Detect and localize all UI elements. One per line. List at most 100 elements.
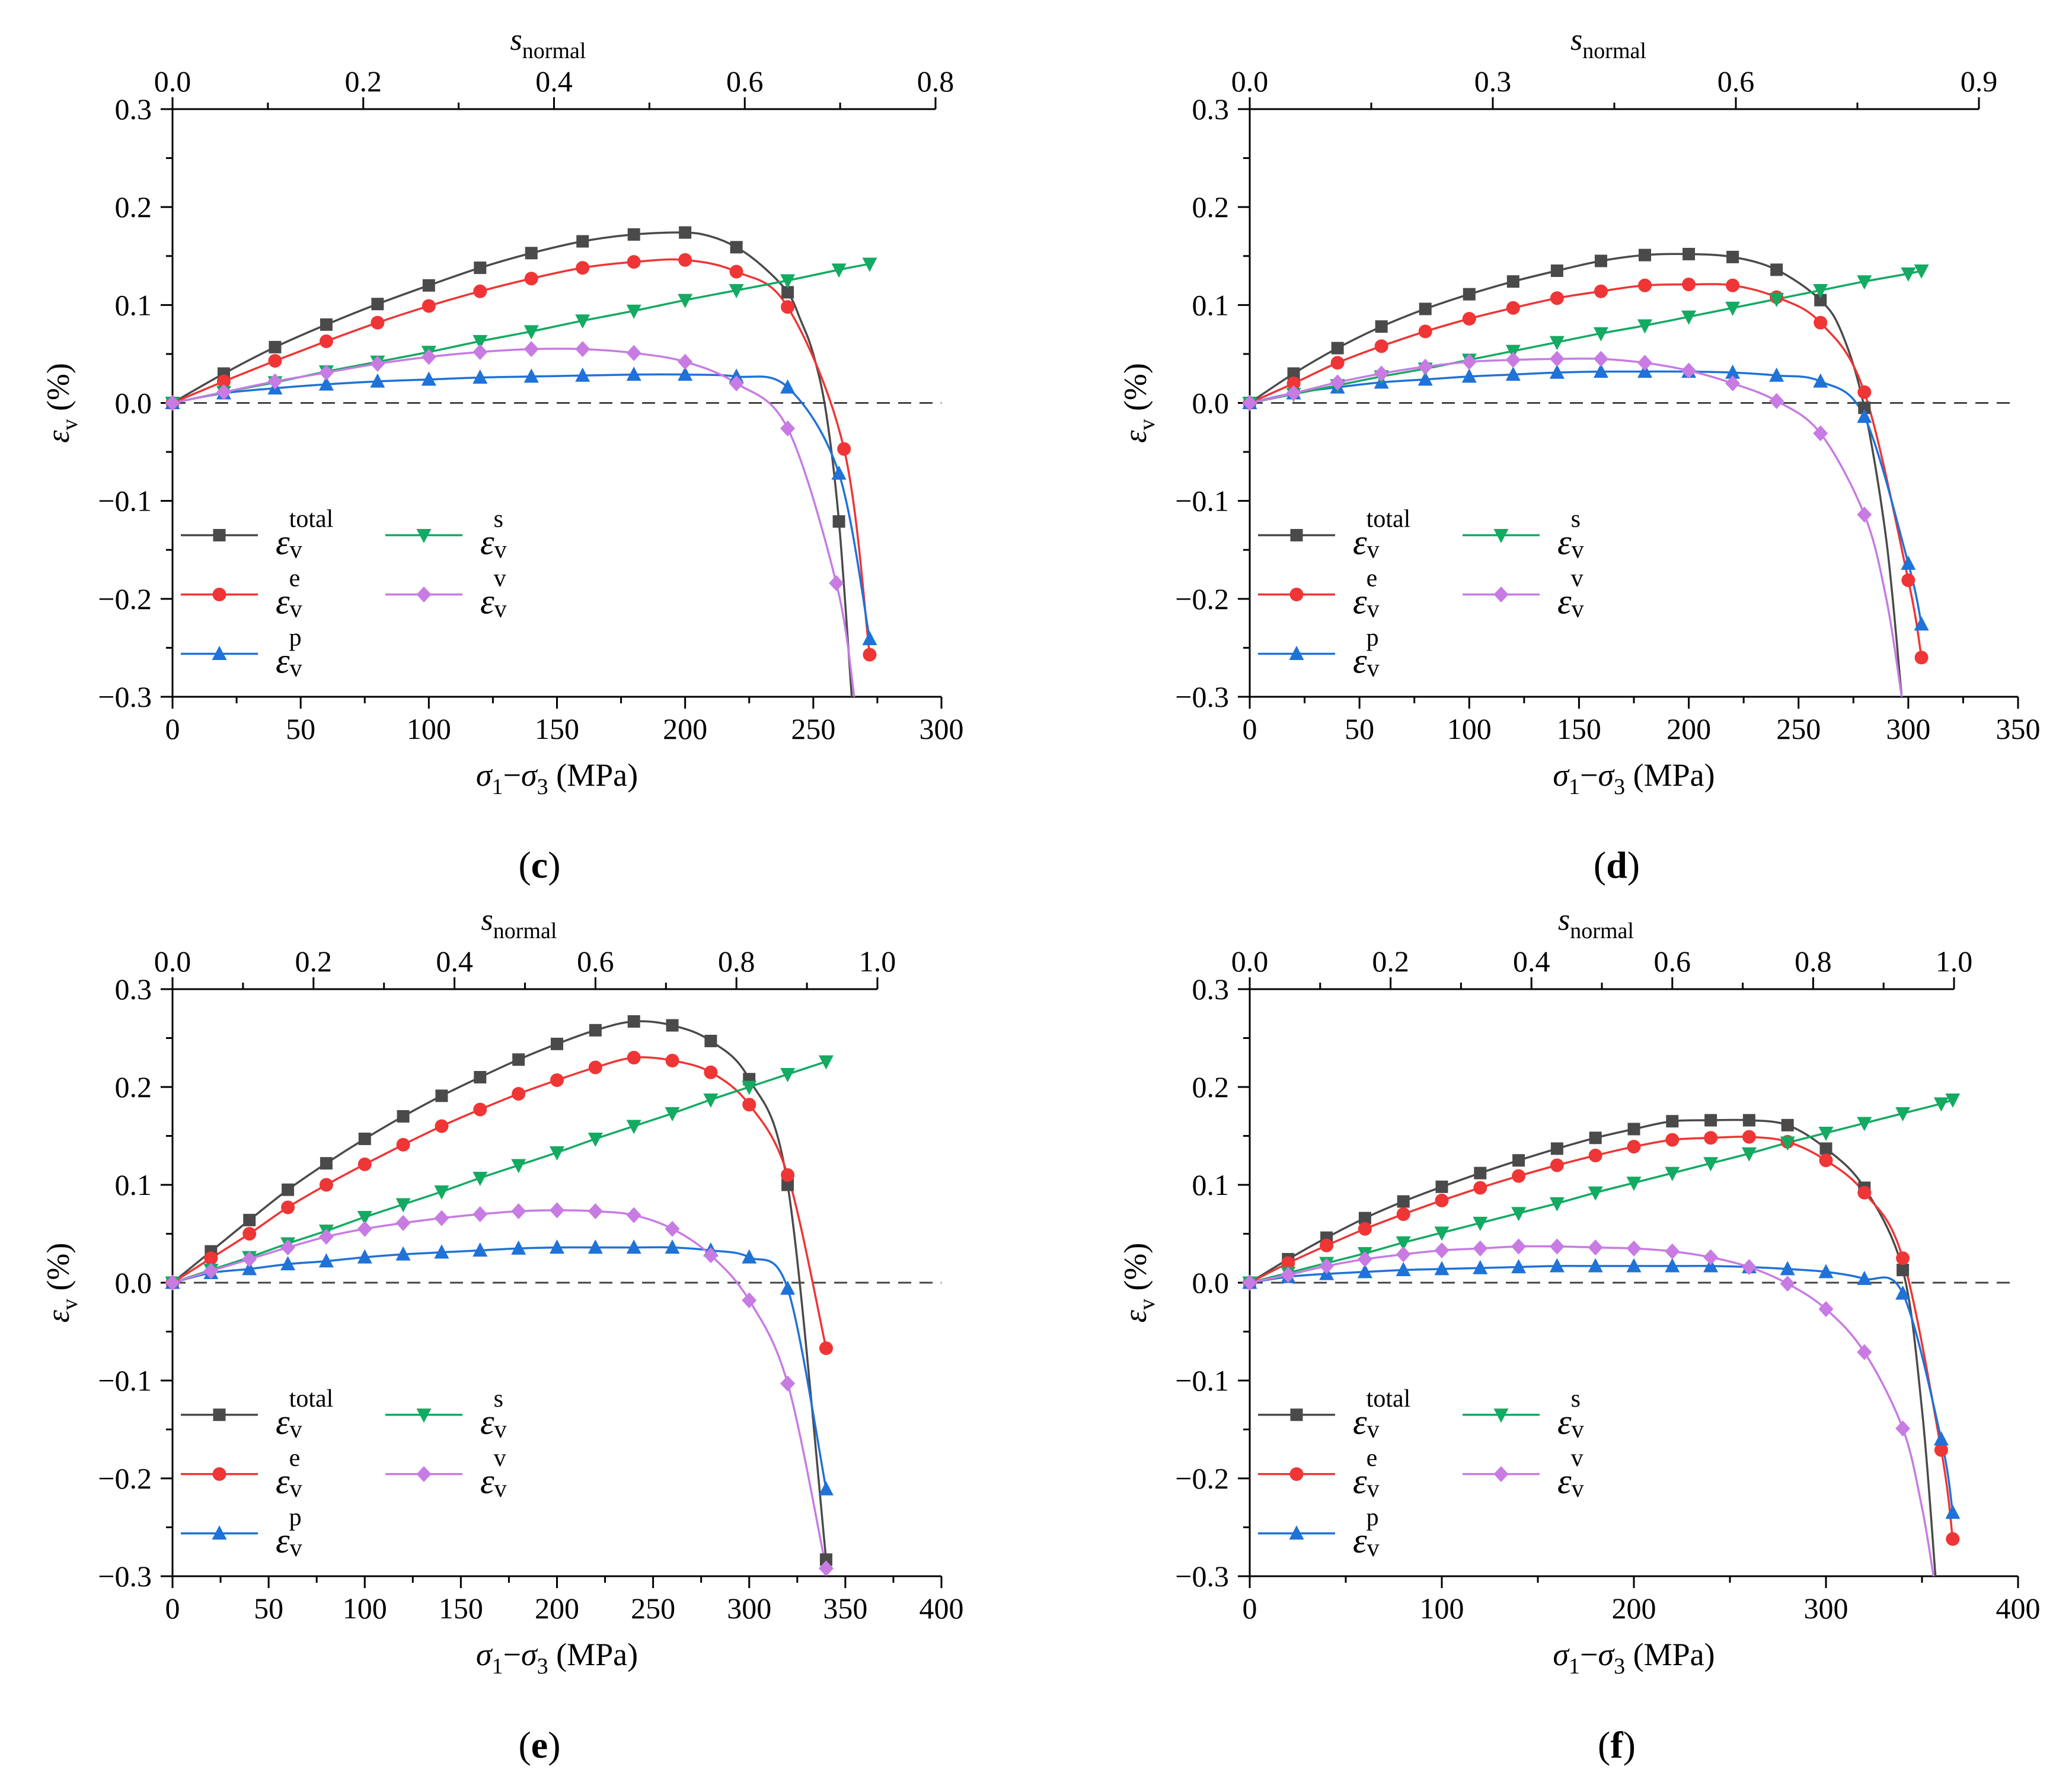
series-line-elastic xyxy=(1250,1136,1954,1539)
legend-label: εvp xyxy=(276,624,302,682)
data-point-elastic xyxy=(819,1341,833,1356)
data-point-elastic xyxy=(1594,284,1608,298)
x-tick-label: 150 xyxy=(1557,712,1601,745)
data-point-plastic xyxy=(1945,1504,1961,1519)
legend-label: εvs xyxy=(480,505,507,563)
top-tick-label: 0.6 xyxy=(1654,945,1691,978)
data-point-v xyxy=(1286,385,1301,401)
x-axis-title: σ1−σ3 (MPa) xyxy=(476,757,638,799)
data-point-elastic xyxy=(837,442,851,456)
legend-label: εvp xyxy=(1353,624,1380,682)
data-point-plastic xyxy=(1549,1258,1565,1273)
data-point-s xyxy=(1473,1216,1488,1231)
data-point-elastic xyxy=(1682,278,1696,292)
top-tick-label: 0.2 xyxy=(345,65,382,98)
panel-label-c: (c) xyxy=(518,844,560,886)
data-point-plastic xyxy=(588,1239,603,1254)
data-point-elastic xyxy=(1946,1532,1960,1546)
data-point-total xyxy=(1419,302,1432,315)
data-point-total xyxy=(1287,367,1300,380)
data-point-elastic xyxy=(204,1251,218,1265)
data-point-v xyxy=(550,1202,564,1219)
data-point-s xyxy=(1945,1093,1961,1108)
x-axis-title: σ1−σ3 (MPa) xyxy=(1553,757,1715,799)
data-point-s xyxy=(1637,319,1653,334)
data-point-v xyxy=(1396,1246,1411,1263)
legend-marker-elastic xyxy=(212,587,226,601)
data-point-v xyxy=(1780,1276,1795,1292)
data-point-s xyxy=(1933,1097,1949,1112)
data-point-v xyxy=(742,1292,757,1309)
data-point-elastic xyxy=(1550,1158,1564,1172)
data-point-total xyxy=(1742,1114,1755,1127)
data-point-s xyxy=(1434,1226,1450,1241)
y-tick-label: −0.2 xyxy=(1175,582,1229,616)
data-point-s xyxy=(1396,1236,1411,1251)
legend-label: εvp xyxy=(1353,1504,1380,1562)
data-point-total xyxy=(1358,1212,1371,1225)
data-point-total xyxy=(781,1178,794,1191)
data-point-s xyxy=(1703,1157,1719,1172)
data-point-s xyxy=(1593,327,1608,342)
data-point-elastic xyxy=(1857,385,1872,399)
data-point-v xyxy=(1703,1249,1719,1265)
data-point-plastic xyxy=(1593,364,1608,378)
x-tick-label: 250 xyxy=(791,712,835,745)
top-tick-label: 0.2 xyxy=(1372,945,1409,978)
markers xyxy=(165,1015,834,1577)
data-point-total xyxy=(512,1053,525,1066)
y-tick-label: 0.3 xyxy=(1192,973,1230,1006)
data-point-plastic xyxy=(1434,1261,1450,1276)
legend-item-total: εvtotal xyxy=(181,505,333,563)
data-point-total xyxy=(1435,1180,1448,1193)
data-point-s xyxy=(1549,336,1565,350)
data-point-elastic xyxy=(1627,1140,1641,1154)
top-axis-title: snormal xyxy=(1558,903,1634,943)
series-line-v xyxy=(173,348,855,697)
legend-item-s: εvs xyxy=(385,1385,507,1443)
data-point-total xyxy=(1550,264,1563,278)
data-point-total xyxy=(243,1213,256,1226)
x-tick-label: 400 xyxy=(1996,1592,2041,1625)
x-tick-label: 50 xyxy=(254,1592,283,1625)
legend-item-s: εvs xyxy=(1463,1385,1584,1443)
data-point-v xyxy=(1626,1240,1642,1257)
data-point-elastic xyxy=(319,1178,333,1192)
data-point-s xyxy=(1588,1186,1603,1201)
data-point-elastic xyxy=(1418,324,1432,339)
data-point-total xyxy=(576,235,589,248)
legend-item-plastic: εvp xyxy=(1258,624,1380,682)
data-point-total xyxy=(422,279,435,292)
data-point-v xyxy=(1281,1267,1296,1283)
data-point-elastic xyxy=(1374,339,1388,353)
data-point-v xyxy=(421,349,436,365)
data-point-total xyxy=(1512,1154,1525,1167)
x-tick-label: 0 xyxy=(1243,1592,1257,1625)
series-line-elastic xyxy=(1250,283,1923,658)
data-point-s xyxy=(434,1185,449,1200)
data-point-total xyxy=(704,1034,717,1047)
legend-item-plastic: εvp xyxy=(181,1504,302,1562)
series-line-total xyxy=(173,231,853,697)
data-point-elastic xyxy=(1934,1443,1948,1457)
data-point-s xyxy=(1549,1197,1565,1212)
legend-marker-v xyxy=(416,1466,432,1483)
data-point-s xyxy=(511,1159,526,1174)
data-point-elastic xyxy=(1704,1131,1718,1145)
data-point-plastic xyxy=(1769,367,1784,382)
legend-marker-plastic xyxy=(212,1525,227,1540)
legend-item-plastic: εvp xyxy=(181,624,302,682)
data-point-v xyxy=(370,355,385,372)
data-point-elastic xyxy=(1914,651,1929,665)
data-point-elastic xyxy=(1550,291,1564,305)
data-point-s xyxy=(831,263,847,278)
data-point-v xyxy=(1725,375,1741,391)
markers xyxy=(1242,1093,1961,1546)
y-tick-label: −0.1 xyxy=(1175,1364,1229,1397)
data-point-plastic xyxy=(1725,364,1741,379)
legend-label: εve xyxy=(1353,1445,1380,1503)
data-point-s xyxy=(588,1132,603,1147)
data-point-s xyxy=(780,274,796,289)
legend: εvtotal εvs εve εvv εvp xyxy=(181,505,507,682)
legend-marker-total xyxy=(1290,1408,1303,1421)
